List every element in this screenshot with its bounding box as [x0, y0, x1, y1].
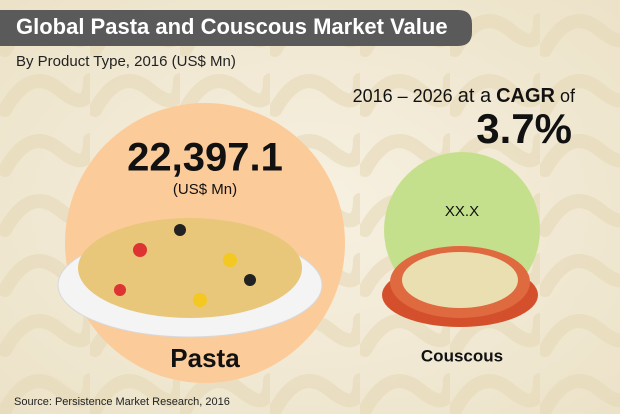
title: Global Pasta and Couscous Market Value — [16, 14, 448, 39]
couscous-label: Couscous — [421, 346, 503, 365]
cagr-value: 3.7% — [476, 105, 572, 152]
pasta-unit: (US$ Mn) — [173, 181, 237, 198]
pasta-plate — [57, 218, 323, 338]
cagr-prefix: at a — [458, 85, 492, 107]
couscous-value: XX.X — [445, 203, 479, 220]
cagr-suffix: of — [560, 86, 576, 106]
couscous-plate — [382, 246, 538, 327]
cagr-line: 2016 – 2026 at a CAGR of — [353, 85, 576, 107]
pasta-value: 22,397.1 — [127, 136, 283, 180]
pasta-label: Pasta — [170, 343, 240, 373]
cagr-label: CAGR — [496, 85, 555, 107]
title-banner — [0, 10, 472, 46]
cagr-period: 2016 – 2026 — [353, 86, 453, 106]
subtitle: By Product Type, 2016 (US$ Mn) — [16, 53, 236, 70]
source: Source: Persistence Market Research, 201… — [14, 396, 230, 408]
